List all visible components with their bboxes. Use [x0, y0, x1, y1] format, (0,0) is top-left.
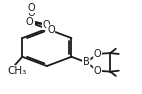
Text: B: B [83, 57, 90, 67]
Text: O: O [94, 66, 101, 76]
Text: O: O [94, 49, 101, 59]
Text: O: O [47, 25, 55, 35]
Text: O: O [27, 8, 35, 18]
Text: O: O [27, 3, 35, 13]
Text: O: O [42, 20, 50, 30]
Text: O: O [27, 17, 35, 27]
Text: O: O [26, 17, 34, 27]
Text: CH₃: CH₃ [7, 66, 26, 76]
